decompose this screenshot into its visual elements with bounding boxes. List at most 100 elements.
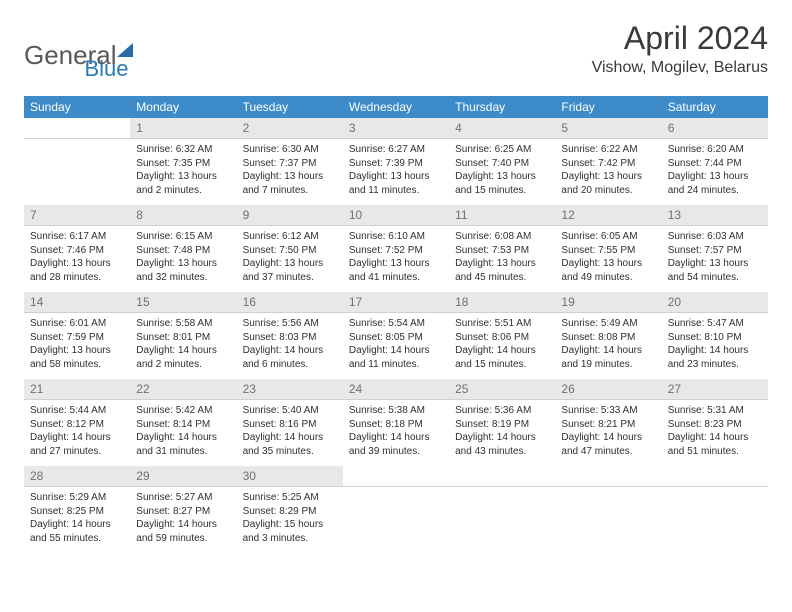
day-ss: Sunset: 8:21 PM — [561, 418, 655, 432]
day-cell: Sunrise: 6:25 AMSunset: 7:40 PMDaylight:… — [449, 139, 555, 206]
daynum-row: 78910111213 — [24, 205, 768, 226]
daynum-cell: 23 — [237, 379, 343, 400]
day-sr: Sunrise: 6:01 AM — [30, 317, 124, 331]
content-row: Sunrise: 5:29 AMSunset: 8:25 PMDaylight:… — [24, 487, 768, 554]
daynum-cell: 13 — [662, 205, 768, 226]
day-ss: Sunset: 8:16 PM — [243, 418, 337, 432]
calendar-body: 123456Sunrise: 6:32 AMSunset: 7:35 PMDay… — [24, 118, 768, 553]
day-ss: Sunset: 7:53 PM — [455, 244, 549, 258]
day-cell: Sunrise: 6:12 AMSunset: 7:50 PMDaylight:… — [237, 226, 343, 293]
daynum-cell: 1 — [130, 118, 236, 139]
day-d2: and 27 minutes. — [30, 445, 124, 459]
daynum-cell — [555, 466, 661, 487]
daynum-cell: 11 — [449, 205, 555, 226]
day-d1: Daylight: 14 hours — [668, 431, 762, 445]
daynum-row: 14151617181920 — [24, 292, 768, 313]
day-sr: Sunrise: 5:42 AM — [136, 404, 230, 418]
day-d1: Daylight: 13 hours — [136, 257, 230, 271]
day-ss: Sunset: 8:08 PM — [561, 331, 655, 345]
day-cell: Sunrise: 6:15 AMSunset: 7:48 PMDaylight:… — [130, 226, 236, 293]
daynum-cell: 26 — [555, 379, 661, 400]
daynum-cell: 3 — [343, 118, 449, 139]
day-d1: Daylight: 13 hours — [30, 257, 124, 271]
header: General Blue April 2024 Vishow, Mogilev,… — [24, 20, 768, 82]
daynum-cell — [343, 466, 449, 487]
day-d2: and 23 minutes. — [668, 358, 762, 372]
day-cell: Sunrise: 6:10 AMSunset: 7:52 PMDaylight:… — [343, 226, 449, 293]
daynum-cell: 20 — [662, 292, 768, 313]
day-ss: Sunset: 7:55 PM — [561, 244, 655, 258]
day-sr: Sunrise: 6:15 AM — [136, 230, 230, 244]
day-sr: Sunrise: 6:08 AM — [455, 230, 549, 244]
day-sr: Sunrise: 6:12 AM — [243, 230, 337, 244]
day-sr: Sunrise: 6:27 AM — [349, 143, 443, 157]
daynum-cell: 19 — [555, 292, 661, 313]
day-d2: and 39 minutes. — [349, 445, 443, 459]
daynum-cell: 24 — [343, 379, 449, 400]
day-ss: Sunset: 8:14 PM — [136, 418, 230, 432]
day-cell: Sunrise: 5:27 AMSunset: 8:27 PMDaylight:… — [130, 487, 236, 554]
calendar-table: Sunday Monday Tuesday Wednesday Thursday… — [24, 96, 768, 553]
day-cell: Sunrise: 6:17 AMSunset: 7:46 PMDaylight:… — [24, 226, 130, 293]
day-d2: and 3 minutes. — [243, 532, 337, 546]
day-d2: and 35 minutes. — [243, 445, 337, 459]
daynum-cell: 29 — [130, 466, 236, 487]
day-cell — [343, 487, 449, 554]
daynum-cell: 12 — [555, 205, 661, 226]
daynum-cell: 16 — [237, 292, 343, 313]
day-d1: Daylight: 14 hours — [243, 431, 337, 445]
day-ss: Sunset: 8:29 PM — [243, 505, 337, 519]
day-ss: Sunset: 7:57 PM — [668, 244, 762, 258]
days-of-week-row: Sunday Monday Tuesday Wednesday Thursday… — [24, 96, 768, 118]
day-sr: Sunrise: 6:32 AM — [136, 143, 230, 157]
day-sr: Sunrise: 5:44 AM — [30, 404, 124, 418]
day-ss: Sunset: 7:48 PM — [136, 244, 230, 258]
day-d1: Daylight: 14 hours — [243, 344, 337, 358]
day-d1: Daylight: 14 hours — [30, 518, 124, 532]
day-d2: and 55 minutes. — [30, 532, 124, 546]
day-cell: Sunrise: 5:31 AMSunset: 8:23 PMDaylight:… — [662, 400, 768, 467]
day-ss: Sunset: 7:44 PM — [668, 157, 762, 171]
daynum-cell: 9 — [237, 205, 343, 226]
day-cell: Sunrise: 5:25 AMSunset: 8:29 PMDaylight:… — [237, 487, 343, 554]
daynum-cell: 5 — [555, 118, 661, 139]
day-cell: Sunrise: 5:42 AMSunset: 8:14 PMDaylight:… — [130, 400, 236, 467]
content-row: Sunrise: 6:32 AMSunset: 7:35 PMDaylight:… — [24, 139, 768, 206]
daynum-cell: 2 — [237, 118, 343, 139]
day-sr: Sunrise: 5:56 AM — [243, 317, 337, 331]
day-d1: Daylight: 14 hours — [136, 518, 230, 532]
month-title: April 2024 — [592, 20, 768, 57]
daynum-cell: 28 — [24, 466, 130, 487]
calendar-page: General Blue April 2024 Vishow, Mogilev,… — [0, 0, 792, 573]
day-cell — [24, 139, 130, 206]
day-cell: Sunrise: 5:47 AMSunset: 8:10 PMDaylight:… — [662, 313, 768, 380]
day-cell: Sunrise: 5:44 AMSunset: 8:12 PMDaylight:… — [24, 400, 130, 467]
day-d2: and 24 minutes. — [668, 184, 762, 198]
day-d1: Daylight: 14 hours — [349, 344, 443, 358]
day-ss: Sunset: 8:12 PM — [30, 418, 124, 432]
dow-monday: Monday — [130, 96, 236, 118]
day-d2: and 6 minutes. — [243, 358, 337, 372]
day-d1: Daylight: 14 hours — [30, 431, 124, 445]
day-d2: and 28 minutes. — [30, 271, 124, 285]
day-cell: Sunrise: 6:27 AMSunset: 7:39 PMDaylight:… — [343, 139, 449, 206]
day-d1: Daylight: 13 hours — [30, 344, 124, 358]
day-d1: Daylight: 13 hours — [668, 170, 762, 184]
day-d2: and 41 minutes. — [349, 271, 443, 285]
daynum-cell — [24, 118, 130, 139]
day-sr: Sunrise: 6:25 AM — [455, 143, 549, 157]
day-cell: Sunrise: 5:56 AMSunset: 8:03 PMDaylight:… — [237, 313, 343, 380]
logo: General Blue — [24, 20, 129, 82]
day-cell: Sunrise: 6:30 AMSunset: 7:37 PMDaylight:… — [237, 139, 343, 206]
day-ss: Sunset: 7:50 PM — [243, 244, 337, 258]
day-sr: Sunrise: 6:20 AM — [668, 143, 762, 157]
day-ss: Sunset: 8:03 PM — [243, 331, 337, 345]
day-cell: Sunrise: 5:54 AMSunset: 8:05 PMDaylight:… — [343, 313, 449, 380]
daynum-cell — [449, 466, 555, 487]
day-cell: Sunrise: 5:58 AMSunset: 8:01 PMDaylight:… — [130, 313, 236, 380]
daynum-row: 21222324252627 — [24, 379, 768, 400]
day-d1: Daylight: 14 hours — [136, 431, 230, 445]
day-d2: and 19 minutes. — [561, 358, 655, 372]
day-cell: Sunrise: 6:03 AMSunset: 7:57 PMDaylight:… — [662, 226, 768, 293]
day-d1: Daylight: 14 hours — [668, 344, 762, 358]
